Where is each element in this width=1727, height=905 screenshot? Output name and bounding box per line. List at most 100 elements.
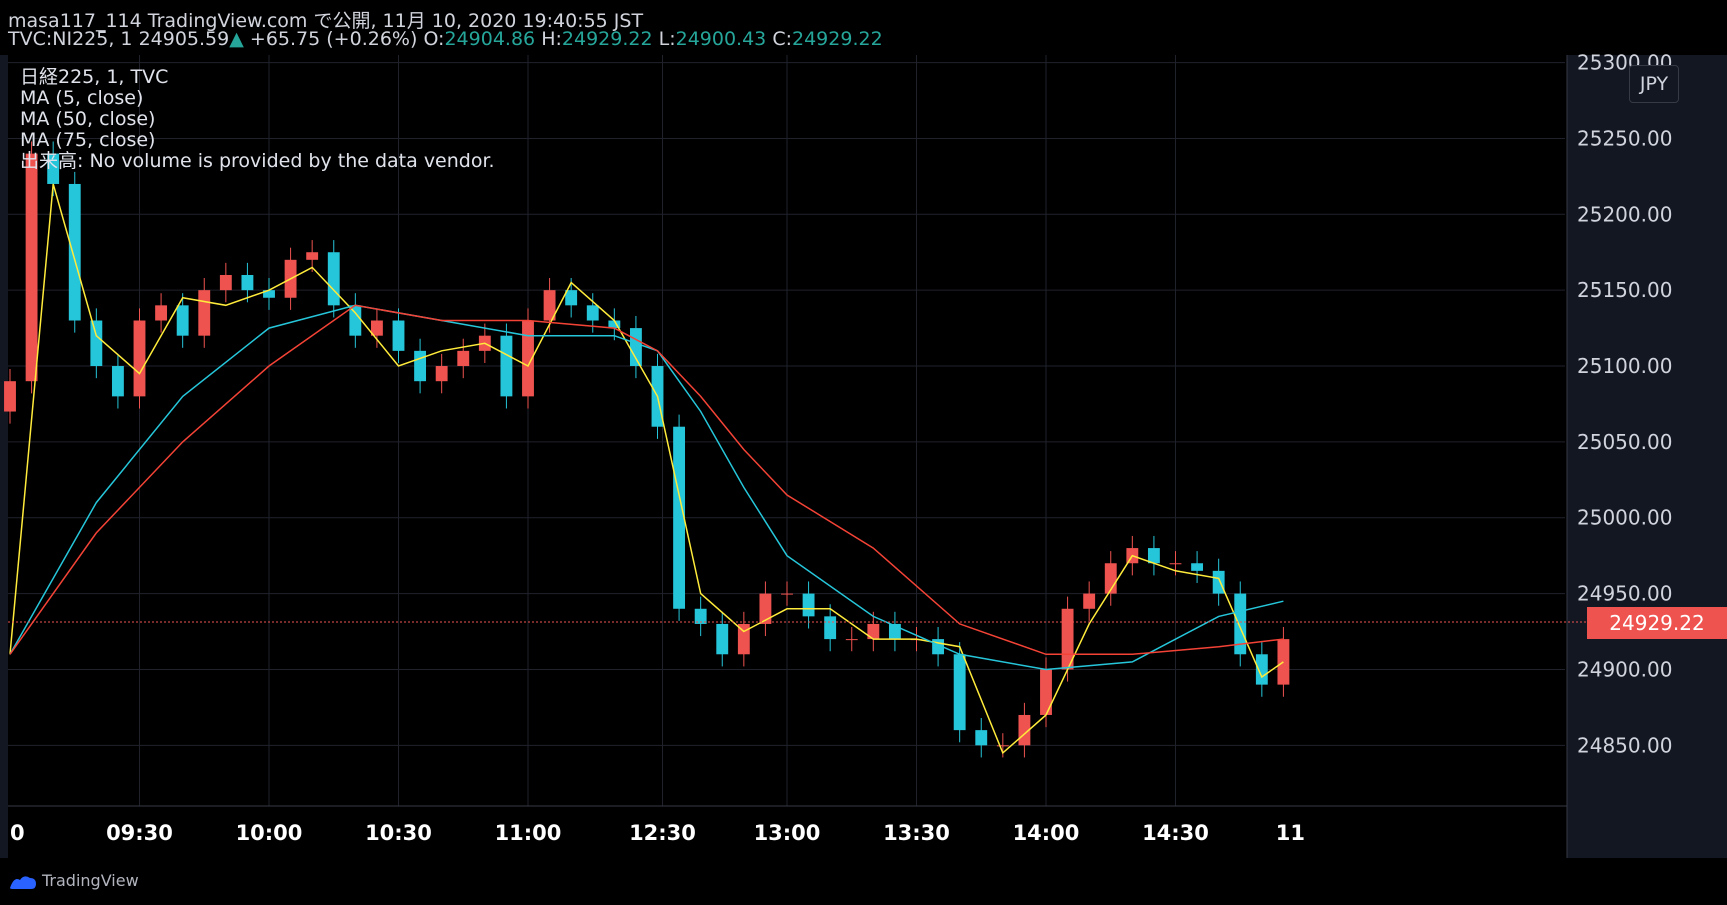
candle-body [629, 328, 642, 367]
candle-body [1212, 570, 1225, 594]
candle-body [1104, 563, 1117, 594]
candle-body [219, 274, 232, 291]
legend-series[interactable]: 日経225, 1, TVC [20, 66, 169, 88]
candle-body [673, 426, 686, 609]
ohlc-line: TVC:NI225, 1 24905.59▲ +65.75 (+0.26%) O… [8, 28, 883, 50]
moving-averages-layer [9, 183, 1284, 755]
time-tick-label: 13:00 [754, 821, 821, 845]
candle-body [1255, 654, 1268, 685]
candle-body [414, 350, 427, 382]
ma75-line [9, 304, 1284, 656]
close-label: C: [772, 28, 792, 50]
legend-volume[interactable]: 出来高: No volume is provided by the data v… [20, 150, 495, 172]
footer: TradingView [0, 858, 1727, 905]
candle-body [1147, 548, 1160, 564]
price-tick-label: 24850.00 [1577, 733, 1672, 757]
candle-body [1277, 639, 1290, 685]
candle-body [586, 305, 599, 321]
high-value: 24929.22 [561, 28, 653, 50]
candle-body [1040, 669, 1052, 715]
time-tick-label: 12:30 [629, 821, 696, 845]
candle-body [737, 623, 750, 655]
close-value: 24929.22 [792, 28, 883, 50]
time-tick-label: 10:30 [365, 821, 432, 845]
candle-body [1061, 608, 1074, 670]
candle-body [1234, 593, 1247, 655]
ma50-line [9, 304, 1284, 671]
candle-body [888, 623, 901, 640]
candle-body [68, 183, 81, 321]
candle-body [435, 366, 448, 382]
candle-body [975, 730, 988, 746]
candle-body [176, 305, 189, 336]
legend-ma5[interactable]: MA (5, close) [20, 87, 144, 109]
legend-ma75[interactable]: MA (75, close) [20, 129, 156, 151]
current-price-tag: 24929.22 [1587, 607, 1727, 639]
price-tick-label: 25000.00 [1577, 506, 1672, 530]
candle-body [781, 593, 793, 595]
low-label: L: [658, 28, 676, 50]
time-tick-label: 14:00 [1013, 821, 1080, 845]
time-tick-label: 14:30 [1142, 821, 1209, 845]
candle-body [25, 153, 38, 382]
time-tick-label: 09:30 [106, 821, 173, 845]
candle-body [1191, 563, 1204, 571]
candle-body [90, 320, 103, 367]
candle-body [198, 290, 211, 336]
candle-body [47, 153, 60, 184]
time-tick-label: 13:30 [883, 821, 950, 845]
candles-layer [4, 141, 1290, 758]
price-tick-label: 25050.00 [1577, 430, 1672, 454]
tradingview-brand[interactable]: TradingView [42, 871, 139, 890]
last-price: 24905.59 [138, 28, 230, 50]
candle-body [759, 593, 772, 624]
candle-body [716, 623, 729, 655]
candle-body [111, 366, 124, 397]
candle-body [133, 320, 146, 397]
candle-body [845, 639, 858, 641]
open-value: 24904.86 [444, 28, 536, 50]
high-label: H: [541, 28, 562, 50]
candle-body [824, 616, 837, 640]
candle-body [4, 381, 16, 412]
open-label: O: [423, 28, 445, 50]
up-arrow-icon: ▲ [229, 28, 244, 50]
price-tick-label: 25100.00 [1577, 354, 1672, 378]
candle-body [500, 335, 513, 397]
candle-body [1169, 563, 1182, 565]
legend-ma50[interactable]: MA (50, close) [20, 108, 156, 130]
candle-body [996, 745, 1009, 747]
price-tick-label: 25150.00 [1577, 278, 1672, 302]
candle-body [802, 593, 815, 617]
chart-header: masa117_114 TradingView.com で公開, 11月 10,… [0, 0, 1727, 55]
time-axis[interactable]: 0 09:30 10:00 10:30 11:00 12:30 13:00 13:30 14:0… [10, 821, 1305, 845]
grid-lines [8, 55, 1565, 806]
symbol-label: TVC:NI225, 1 [8, 28, 133, 50]
price-change: +65.75 (+0.26%) [249, 28, 418, 50]
candle-body [522, 320, 534, 397]
time-tick-label: 10:00 [236, 821, 303, 845]
candle-body [608, 320, 621, 329]
candle-body [306, 252, 319, 260]
candle-body [457, 350, 470, 367]
publisher-line: masa117_114 TradingView.com で公開, 11月 10,… [8, 10, 644, 32]
candle-body [349, 305, 362, 336]
price-tick-label: 24950.00 [1577, 582, 1672, 606]
currency-button[interactable]: JPY [1629, 65, 1679, 103]
candle-body [392, 320, 405, 351]
candle-body [263, 290, 275, 298]
tradingview-logo-icon[interactable] [8, 872, 38, 892]
price-chart[interactable]: 25300.0025250.0025200.0025150.0025100.00… [0, 0, 1727, 858]
candle-body [241, 274, 254, 291]
low-value: 24900.43 [675, 28, 767, 50]
candle-body [1018, 714, 1031, 746]
time-tick-label: 11:00 [495, 821, 562, 845]
chart-legend: 日経225, 1, TVC MA (5, close) MA (50, clos… [20, 67, 495, 172]
ma5-line [9, 183, 1284, 755]
candle-body [155, 305, 168, 321]
time-tick-label: 0 [10, 821, 25, 845]
candle-body [694, 608, 707, 624]
candle-body [932, 639, 945, 655]
candle-body [953, 654, 966, 731]
price-axis[interactable]: 25300.0025250.0025200.0025150.0025100.00… [1577, 51, 1672, 758]
